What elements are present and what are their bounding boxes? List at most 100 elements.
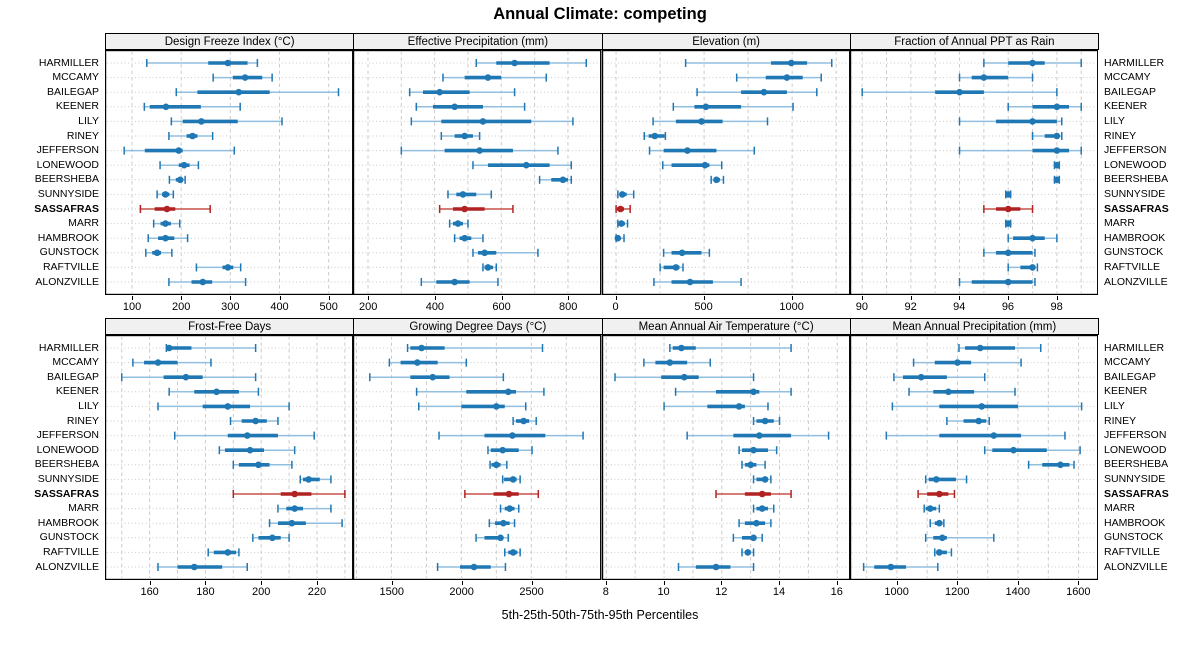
series-gunstock — [732, 533, 763, 542]
station-label-raftville: RAFTVILLE — [1104, 545, 1161, 558]
station-label-lily: LILY — [1104, 399, 1125, 412]
tick-mark — [959, 296, 961, 300]
series-raftville — [195, 263, 242, 272]
series-mccamy — [132, 358, 212, 367]
tick-mark — [316, 581, 318, 585]
tick-mark — [1056, 296, 1058, 300]
tick-label: 16 — [830, 586, 843, 598]
series-harmiller — [668, 344, 792, 352]
tick-mark — [1007, 296, 1009, 300]
station-label-riney: RINEY — [66, 129, 99, 142]
series-lily — [662, 402, 769, 411]
station-label-sassafras: SASSAFRAS — [34, 202, 99, 215]
tick-mark — [836, 581, 838, 585]
series-keener — [415, 102, 526, 111]
series-keener — [1007, 102, 1082, 111]
series-jefferson — [438, 431, 585, 440]
series-mccamy — [388, 358, 468, 367]
panel-title: Design Freeze Index (°C) — [164, 35, 295, 48]
axis-frost-free-days: 160 180 200 220 — [105, 581, 353, 601]
axis-growing-degree-days-c-: 1500 2000 2500 — [353, 581, 601, 601]
series-marr — [449, 219, 469, 228]
tick-label: 220 — [307, 586, 327, 598]
series-sassafras — [982, 205, 1034, 213]
series-mccamy — [735, 73, 822, 82]
tick-mark — [721, 581, 723, 585]
station-label-bailegap: BAILEGAP — [1104, 85, 1156, 98]
panel-strip-effective-precipitation-mm-: Effective Precipitation (mm) — [353, 33, 603, 50]
series-beersheba — [740, 460, 766, 469]
series-hambrook — [454, 234, 484, 243]
tick-mark — [132, 296, 134, 300]
station-label-hambrook: HAMBROOK — [1104, 516, 1166, 529]
series-raftville — [504, 548, 522, 557]
tick-mark — [368, 296, 370, 300]
series-jefferson — [173, 431, 315, 440]
series-mccamy — [442, 73, 548, 82]
panel-design-freeze-index-c- — [105, 50, 354, 295]
series-raftville — [933, 548, 952, 557]
station-label-lonewood: LONEWOOD — [36, 158, 99, 171]
station-label-gunstock: GUNSTOCK — [1104, 531, 1164, 544]
tick-mark — [181, 296, 183, 300]
series-keener — [143, 102, 241, 111]
series-lily — [651, 117, 768, 126]
station-label-raftville: RAFTVILLE — [1104, 260, 1161, 273]
series-mccamy — [642, 358, 711, 367]
series-sassafras — [232, 490, 346, 498]
panel-effective-precipitation-mm- — [353, 50, 602, 295]
series-gunstock — [145, 248, 173, 257]
tick-mark — [205, 581, 207, 585]
series-lily — [418, 402, 527, 411]
station-label-keener: KEENER — [1104, 385, 1148, 398]
series-alonzville — [420, 278, 499, 286]
series-keener — [672, 102, 794, 111]
series-jefferson — [123, 146, 236, 155]
series-beersheba — [168, 175, 186, 184]
station-label-sunnyside: SUNNYSIDE — [1104, 187, 1166, 200]
panel-strip-growing-degree-days-c-: Growing Degree Days (°C) — [353, 318, 603, 335]
panel-mean-annual-air-temperature-c- — [601, 335, 850, 580]
series-alonzville — [652, 278, 742, 286]
series-riney — [1031, 132, 1063, 140]
series-raftville — [207, 548, 240, 557]
series-hambrook — [1007, 234, 1058, 243]
series-sunnyside — [502, 475, 522, 484]
tick-label: 98 — [1050, 301, 1063, 313]
panel-elevation-m- — [601, 50, 850, 295]
station-label-alonzville: ALONZVILLE — [35, 275, 99, 288]
series-harmiller — [407, 344, 544, 352]
series-harmiller — [982, 59, 1082, 67]
series-gunstock — [475, 533, 510, 542]
station-label-mccamy: MCCAMY — [1104, 356, 1151, 369]
panel-strip-frost-free-days: Frost-Free Days — [105, 318, 355, 335]
station-label-lonewood: LONEWOOD — [1104, 443, 1167, 456]
series-beersheba — [709, 175, 724, 184]
tick-mark — [703, 296, 705, 300]
tick-mark — [1078, 581, 1080, 585]
station-label-keener: KEENER — [1104, 100, 1148, 113]
series-beersheba — [232, 460, 293, 469]
station-label-bailegap: BAILEGAP — [47, 370, 99, 383]
series-sassafras — [714, 490, 792, 498]
series-alonzville — [437, 563, 507, 571]
station-label-jefferson: JEFFERSON — [1104, 144, 1167, 157]
tick-label: 1000 — [884, 586, 909, 598]
tick-label: 0 — [612, 301, 619, 313]
series-jefferson — [885, 431, 1066, 440]
panel-strip-mean-annual-precipitation-mm-: Mean Annual Precipitation (mm) — [849, 318, 1099, 335]
station-label-jefferson: JEFFERSON — [36, 429, 99, 442]
panel-title: Frost-Free Days — [188, 320, 272, 333]
station-label-hambrook: HAMBROOK — [37, 231, 99, 244]
series-marr — [1004, 219, 1012, 228]
tick-mark — [328, 296, 330, 300]
station-label-alonzville: ALONZVILLE — [1104, 560, 1168, 573]
station-label-hambrook: HAMBROOK — [37, 516, 99, 529]
tick-mark — [910, 296, 912, 300]
series-harmiller — [146, 59, 259, 67]
station-label-mccamy: MCCAMY — [52, 71, 99, 84]
series-jefferson — [685, 431, 829, 440]
tick-mark — [615, 296, 617, 300]
station-label-mccamy: MCCAMY — [52, 356, 99, 369]
